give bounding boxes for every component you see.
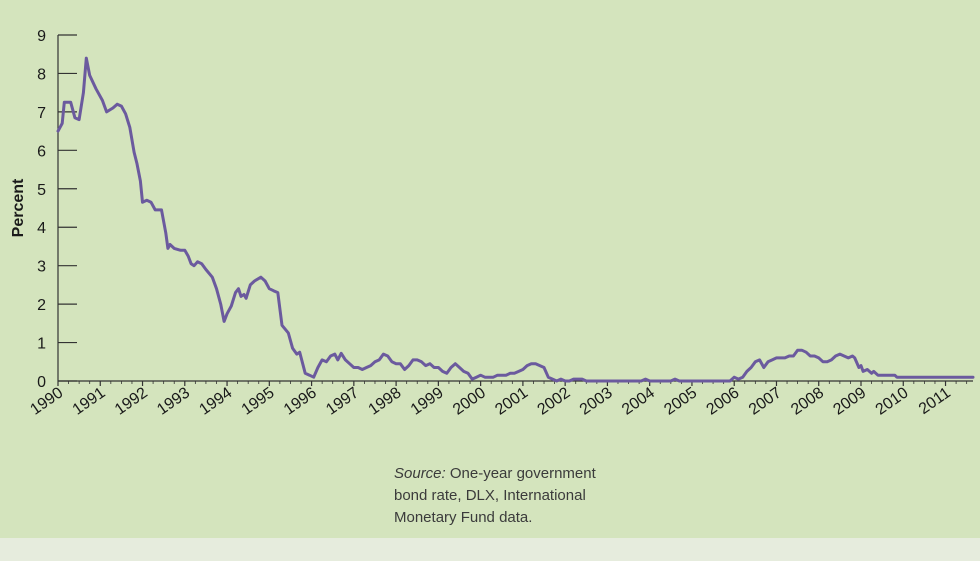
bottom-strip (0, 538, 980, 561)
x-tick-label: 2010 (873, 384, 912, 418)
y-tick-label: 2 (37, 297, 46, 314)
x-tick-label: 2009 (830, 384, 869, 418)
x-tick-label: 2011 (916, 384, 954, 418)
y-axis: 0 1 2 3 4 5 6 7 8 9 (37, 28, 77, 391)
x-tick-label: 1997 (323, 384, 362, 418)
y-tick-label: 0 (37, 374, 46, 391)
x-tick-label: 2000 (450, 384, 489, 418)
series-group (56, 56, 975, 383)
series-line (56, 56, 975, 383)
source-label: Source: (394, 465, 446, 482)
x-tick-label: 1990 (27, 384, 66, 418)
y-axis-label: Percent (10, 178, 27, 237)
y-tick-label: 5 (37, 182, 46, 199)
x-tick-label: 2008 (788, 384, 827, 418)
x-tick-label: 2001 (492, 384, 531, 418)
x-tick-label: 2002 (535, 384, 574, 418)
source-text: One-year government bond rate, DLX, Inte… (394, 465, 596, 526)
x-tick-label: 1998 (365, 384, 404, 418)
x-tick-label: 1992 (112, 384, 151, 418)
x-tick-label: 1994 (196, 384, 235, 418)
x-tick-label: 2005 (661, 384, 700, 418)
y-tick-label: 8 (37, 66, 46, 83)
x-tick-label: 1999 (408, 384, 447, 418)
x-tick-label: 2004 (619, 384, 658, 418)
x-tick-label: 2003 (577, 384, 616, 418)
x-tick-label: 2007 (746, 384, 785, 418)
y-tick-label: 1 (37, 336, 46, 353)
y-tick-label: 7 (37, 105, 46, 122)
source-note: Source: One-year government bond rate, D… (394, 463, 599, 529)
x-tick-label: 1996 (281, 384, 320, 418)
x-tick-label: 1993 (154, 384, 193, 418)
y-tick-label: 9 (37, 28, 46, 45)
x-tick-label: 2006 (704, 384, 743, 418)
y-tick-label: 3 (37, 259, 46, 276)
x-tick-label: 1991 (70, 384, 109, 418)
y-tick-label: 6 (37, 143, 46, 160)
x-tick-label: 1995 (239, 384, 278, 418)
x-axis: 1990 1991 1992 1993 1994 1995 1996 1997 1998 1999… (27, 380, 973, 419)
y-tick-label: 4 (37, 220, 46, 237)
source-tail: data. (499, 509, 533, 526)
